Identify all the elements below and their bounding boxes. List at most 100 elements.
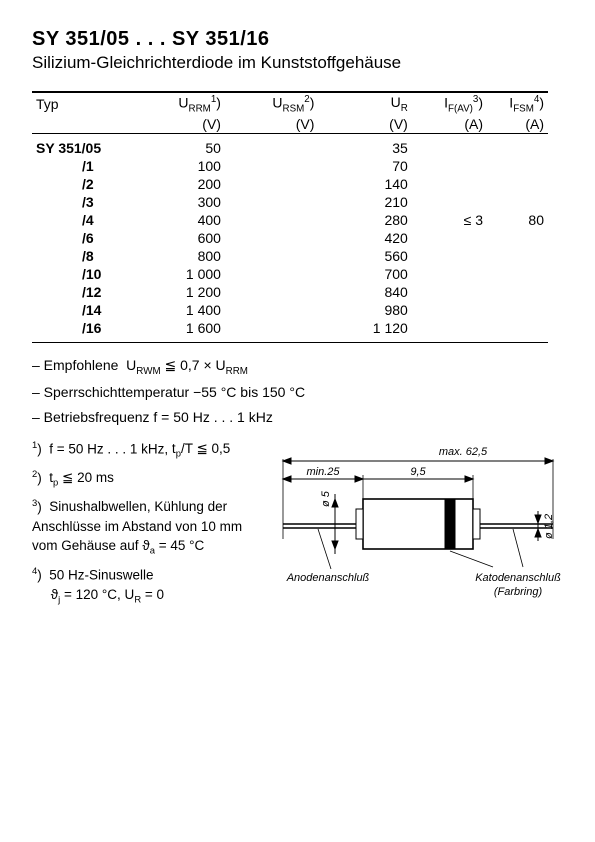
table-row: /6600 420 xyxy=(32,229,548,247)
page-title: SY 351/05 . . . SY 351/16 xyxy=(32,28,563,51)
cell-ursm xyxy=(225,175,318,193)
cell-typ: /6 xyxy=(32,229,132,247)
note-1: – Empfohlene URWM ≦ 0,7 × URRM xyxy=(32,355,562,379)
footnote-2: 2) tp ≦ 20 ms xyxy=(32,468,263,491)
cell-ifsm xyxy=(487,283,548,301)
cell-typ: /10 xyxy=(32,265,132,283)
cell-ur: 560 xyxy=(318,247,411,265)
unit-ifsm: (A) xyxy=(487,115,548,134)
cell-ur: 35 xyxy=(318,134,411,158)
footnote-4: 4) 50 Hz-Sinuswelle ϑj = 120 °C, UR = 0 xyxy=(32,565,263,607)
dim-wire-d: ø 1,2 xyxy=(543,514,555,539)
cell-urrm: 800 xyxy=(132,247,225,265)
cell-urrm: 600 xyxy=(132,229,225,247)
col-ifsm: IFSM4) xyxy=(487,92,548,115)
cell-ifav xyxy=(412,247,487,265)
ratings-table: Typ URRM1) URSM2) UR IF(AV)3) IFSM4) (V)… xyxy=(32,91,548,343)
cell-ursm xyxy=(225,301,318,319)
cell-typ: /3 xyxy=(32,193,132,211)
cell-ifav xyxy=(412,134,487,158)
table-row: /161 600 1 120 xyxy=(32,319,548,343)
cell-ifsm xyxy=(487,247,548,265)
cell-ifav xyxy=(412,283,487,301)
label-ring: (Farbring) xyxy=(494,586,543,598)
cell-ifsm xyxy=(487,265,548,283)
col-ursm: URSM2) xyxy=(225,92,318,115)
table-row: SY 351/0550 35 xyxy=(32,134,548,158)
dim-body: 9,5 xyxy=(410,466,426,478)
package-diagram: max. 62,5 min.25 9,5 xyxy=(273,439,563,614)
table-row: /8800 560 xyxy=(32,247,548,265)
cell-ursm xyxy=(225,157,318,175)
col-typ: Typ xyxy=(32,92,132,115)
dim-max: max. 62,5 xyxy=(439,446,488,458)
dim-lead-d: ø 5 xyxy=(320,490,332,507)
table-row: /4400280≤ 380 xyxy=(32,211,548,229)
cell-typ: /14 xyxy=(32,301,132,319)
cell-ifsm xyxy=(487,229,548,247)
table-row: /101 000 700 xyxy=(32,265,548,283)
cell-ur: 1 120 xyxy=(318,319,411,343)
table-body: SY 351/0550 35/110070/2200 140/3300210/440… xyxy=(32,134,548,343)
cell-ursm xyxy=(225,247,318,265)
cell-urrm: 1 400 xyxy=(132,301,225,319)
page-subtitle: Silizium-Gleichrichterdiode im Kunststof… xyxy=(32,53,563,73)
cell-typ: /8 xyxy=(32,247,132,265)
unit-ifav: (A) xyxy=(412,115,487,134)
cell-urrm: 1 600 xyxy=(132,319,225,343)
cell-ifav xyxy=(412,265,487,283)
cell-ifsm xyxy=(487,193,548,211)
table-row: /141 400980 xyxy=(32,301,548,319)
label-anode: Anodenanschluß xyxy=(286,572,370,584)
cell-urrm: 200 xyxy=(132,175,225,193)
table-row: /3300210 xyxy=(32,193,548,211)
col-ur: UR xyxy=(318,92,411,115)
footnotes-block: 1) f = 50 Hz . . . 1 kHz, tp/T ≦ 0,5 2) … xyxy=(32,439,263,614)
cell-ursm xyxy=(225,283,318,301)
cell-urrm: 1 000 xyxy=(132,265,225,283)
notes-block: – Empfohlene URWM ≦ 0,7 × URRM – Sperrsc… xyxy=(32,355,562,428)
cell-typ: /16 xyxy=(32,319,132,343)
cell-ur: 140 xyxy=(318,175,411,193)
cell-typ: /4 xyxy=(32,211,132,229)
cell-typ: /1 xyxy=(32,157,132,175)
cell-ifsm xyxy=(487,157,548,175)
cell-ur: 840 xyxy=(318,283,411,301)
cell-ur: 420 xyxy=(318,229,411,247)
cell-ifav xyxy=(412,229,487,247)
cell-ifsm xyxy=(487,175,548,193)
cell-ifav xyxy=(412,175,487,193)
table-row: /2200 140 xyxy=(32,175,548,193)
cell-ursm xyxy=(225,265,318,283)
unit-ur: (V) xyxy=(318,115,411,134)
table-row: /121 200840 xyxy=(32,283,548,301)
cell-ifav xyxy=(412,319,487,343)
cell-ursm xyxy=(225,193,318,211)
table-row: /110070 xyxy=(32,157,548,175)
cell-ifav xyxy=(412,193,487,211)
unit-urrm: (V) xyxy=(132,115,225,134)
cell-urrm: 1 200 xyxy=(132,283,225,301)
cell-ifav xyxy=(412,301,487,319)
cell-ifav xyxy=(412,157,487,175)
cell-urrm: 50 xyxy=(132,134,225,158)
cell-urrm: 100 xyxy=(132,157,225,175)
cell-ifsm: 80 xyxy=(487,211,548,229)
cell-ifsm xyxy=(487,301,548,319)
cell-urrm: 400 xyxy=(132,211,225,229)
col-ifav: IF(AV)3) xyxy=(412,92,487,115)
cell-ifav: ≤ 3 xyxy=(412,211,487,229)
unit-ursm: (V) xyxy=(225,115,318,134)
col-urrm: URRM1) xyxy=(132,92,225,115)
dim-min: min.25 xyxy=(306,466,340,478)
cell-ur: 700 xyxy=(318,265,411,283)
cell-typ: SY 351/05 xyxy=(32,134,132,158)
note-3: – Betriebsfrequenz f = 50 Hz . . . 1 kHz xyxy=(32,407,562,429)
cell-ursm xyxy=(225,134,318,158)
cell-typ: /2 xyxy=(32,175,132,193)
cell-ursm xyxy=(225,229,318,247)
label-cathode: Katodenanschluß xyxy=(475,572,561,584)
footnote-3: 3) Sinushalbwellen, Kühlung der Anschlüs… xyxy=(32,497,263,559)
cell-urrm: 300 xyxy=(132,193,225,211)
cell-ursm xyxy=(225,319,318,343)
